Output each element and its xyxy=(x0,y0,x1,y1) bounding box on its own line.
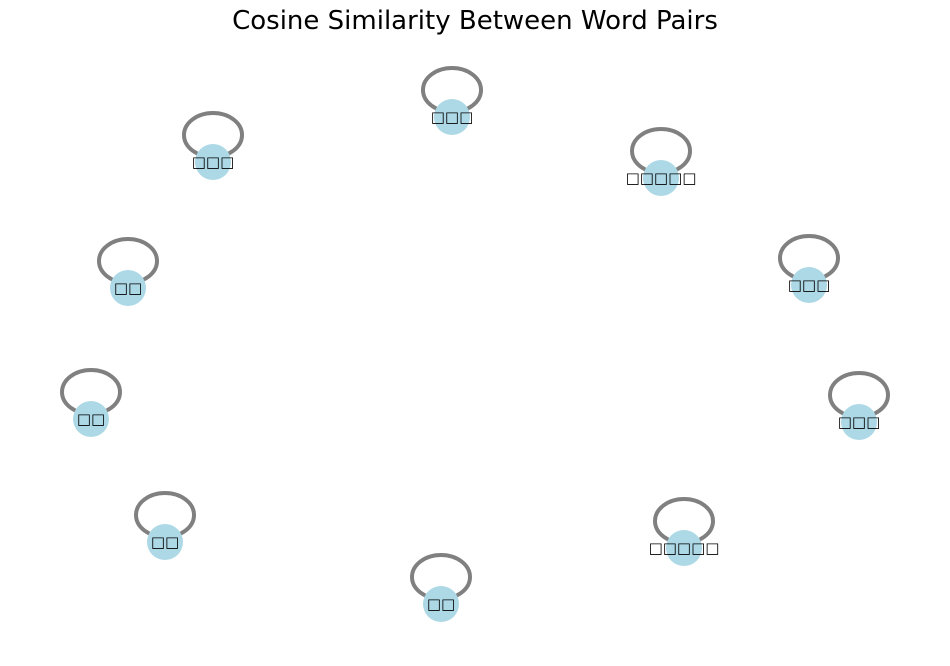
node-circle xyxy=(791,267,827,303)
node-6: □□ xyxy=(410,553,472,622)
node-3: □□□ xyxy=(778,234,840,303)
node-label: □□□□□ xyxy=(626,169,697,187)
node-circle xyxy=(73,401,109,437)
node-label: □□□□□ xyxy=(649,539,720,557)
node-label: □□□ xyxy=(192,153,235,171)
node-label: □□□ xyxy=(431,108,474,126)
node-label: □□ xyxy=(427,595,455,613)
chart-title: Cosine Similarity Between Word Pairs xyxy=(232,6,718,36)
node-circle xyxy=(434,99,470,135)
node-label: □□□ xyxy=(788,276,831,294)
node-label: □□□ xyxy=(838,413,881,431)
node-2: □□□□□ xyxy=(626,127,697,196)
node-5: □□□□□ xyxy=(649,497,720,566)
node-circle xyxy=(841,404,877,440)
node-8: □□ xyxy=(60,368,122,437)
node-7: □□ xyxy=(134,491,196,560)
node-9: □□ xyxy=(97,237,159,306)
node-label: □□ xyxy=(77,410,105,428)
node-10: □□□ xyxy=(182,111,244,180)
node-4: □□□ xyxy=(828,371,890,440)
node-circle xyxy=(423,586,459,622)
node-circle xyxy=(666,530,702,566)
node-circle xyxy=(110,270,146,306)
node-circle xyxy=(643,160,679,196)
node-label: □□ xyxy=(151,533,179,551)
node-1: □□□ xyxy=(421,66,483,135)
node-circle xyxy=(195,144,231,180)
node-circle xyxy=(147,524,183,560)
node-label: □□ xyxy=(114,279,142,297)
